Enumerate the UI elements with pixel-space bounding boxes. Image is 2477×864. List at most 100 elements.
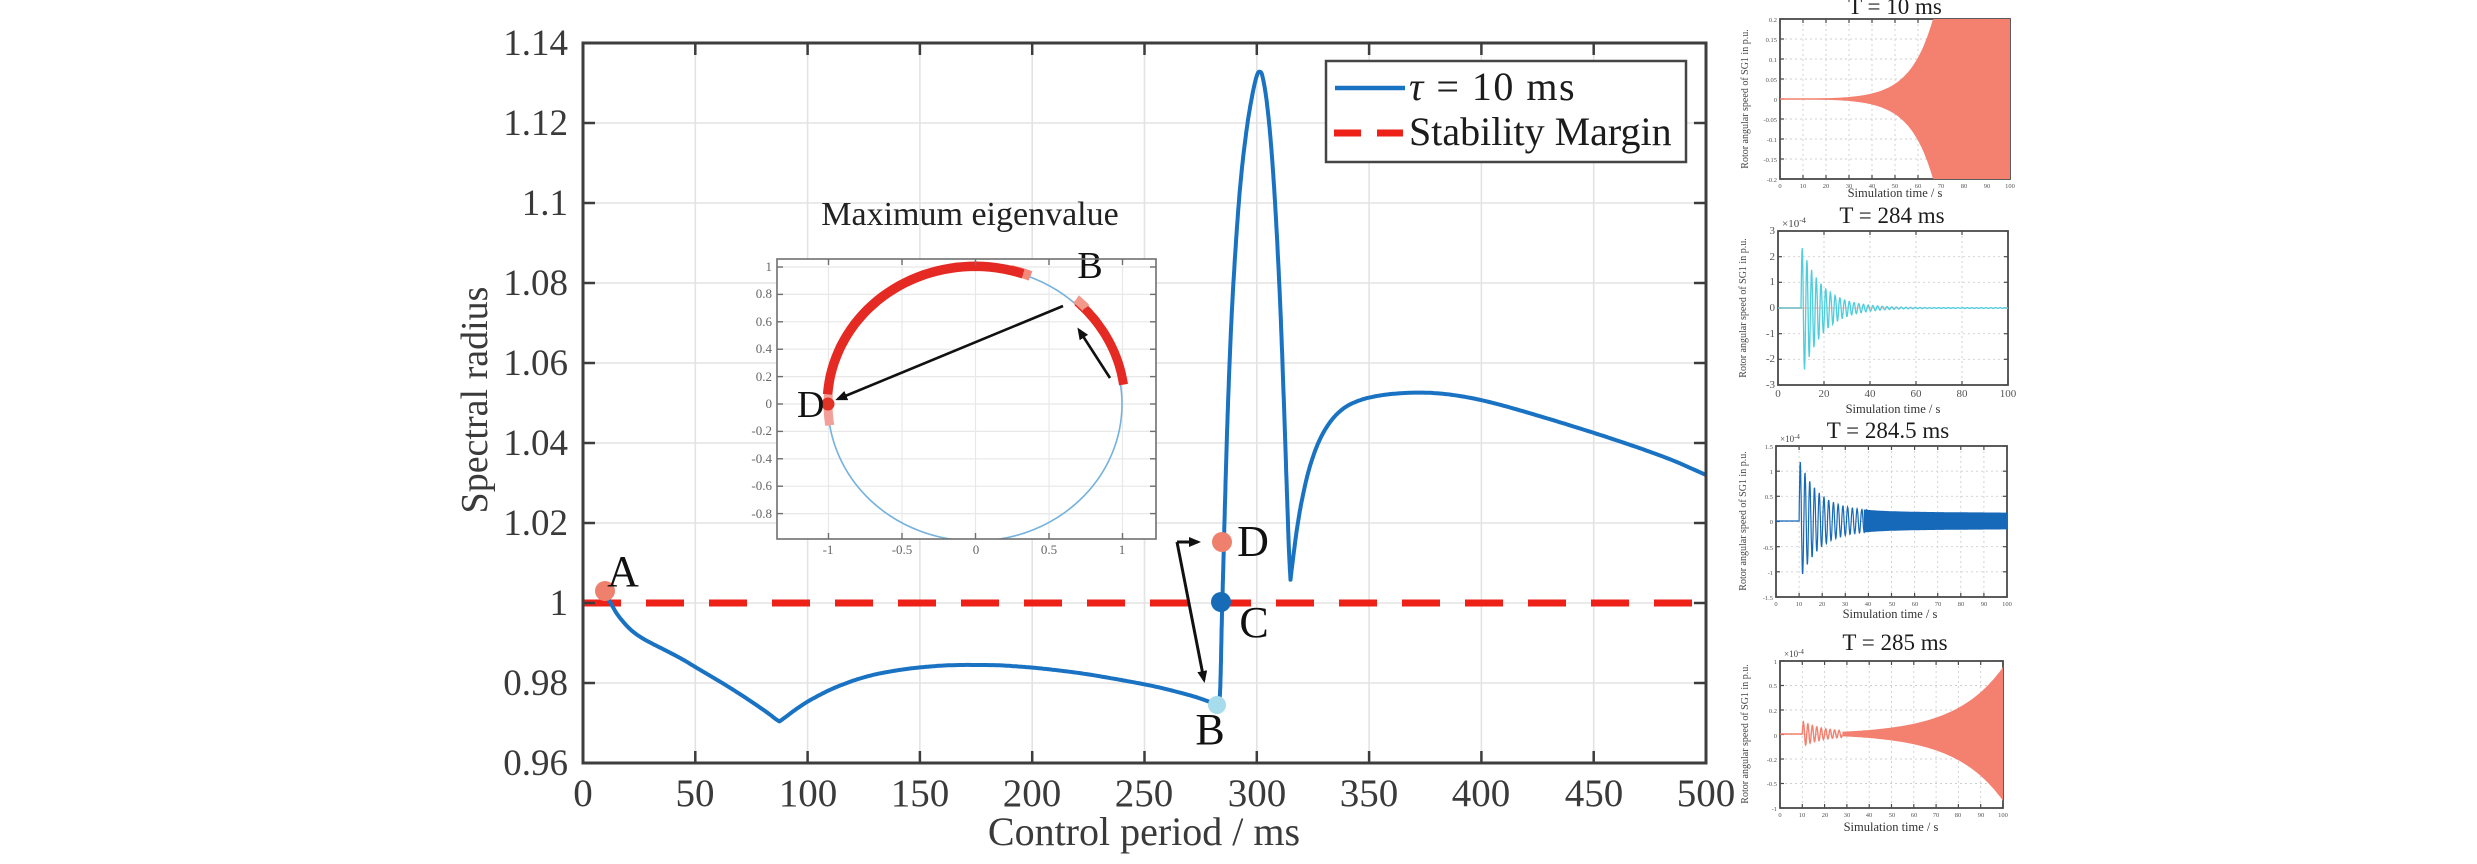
svg-text:0: 0: [1778, 183, 1781, 190]
svg-text:80: 80: [1961, 183, 1968, 190]
svg-text:400: 400: [1452, 772, 1511, 815]
svg-text:B: B: [1195, 705, 1224, 754]
svg-text:Simulation time / s: Simulation time / s: [1848, 186, 1943, 200]
svg-text:70: 70: [1938, 183, 1945, 190]
svg-text:80: 80: [1957, 388, 1969, 400]
svg-text:80: 80: [1958, 601, 1965, 608]
svg-text:Stability Margin: Stability Margin: [1409, 109, 1672, 154]
svg-text:60: 60: [1912, 601, 1919, 608]
svg-text:500: 500: [1677, 772, 1736, 815]
svg-text:-2: -2: [1766, 353, 1775, 365]
svg-text:1.1: 1.1: [522, 183, 568, 224]
svg-text:50: 50: [676, 772, 715, 815]
svg-text:1.12: 1.12: [503, 103, 568, 144]
svg-text:1: 1: [1770, 276, 1776, 288]
svg-text:40: 40: [1869, 183, 1876, 190]
svg-text:T = 285 ms: T = 285 ms: [1842, 630, 1947, 655]
svg-text:1: 1: [550, 583, 569, 624]
svg-text:×10-4: ×10-4: [1780, 433, 1800, 444]
svg-text:1: 1: [1119, 542, 1126, 557]
svg-text:2: 2: [1770, 251, 1776, 263]
svg-text:-0.5: -0.5: [1767, 781, 1777, 788]
svg-text:60: 60: [1911, 388, 1923, 400]
svg-text:-1: -1: [1768, 570, 1773, 577]
svg-text:1: 1: [1774, 659, 1777, 666]
svg-text:Rotor angular speed of SG1 in: Rotor angular speed of SG1 in p.u.: [1738, 238, 1749, 377]
svg-text:-0.5: -0.5: [892, 542, 913, 557]
svg-text:350: 350: [1340, 772, 1399, 815]
svg-text:D: D: [1237, 517, 1269, 566]
svg-text:20: 20: [1819, 388, 1831, 400]
svg-text:200: 200: [1003, 772, 1062, 815]
svg-text:0.5: 0.5: [1769, 683, 1777, 690]
svg-text:C: C: [1239, 598, 1268, 647]
svg-text:-1: -1: [1766, 328, 1775, 340]
svg-text:0.05: 0.05: [1766, 77, 1777, 84]
svg-text:1: 1: [766, 259, 773, 274]
svg-text:300: 300: [1228, 772, 1287, 815]
svg-text:30: 30: [1842, 601, 1849, 608]
svg-text:0.5: 0.5: [1765, 494, 1773, 501]
svg-text:0.4: 0.4: [756, 341, 773, 356]
svg-text:-0.2: -0.2: [751, 423, 772, 438]
svg-text:20: 20: [1822, 812, 1829, 819]
svg-text:0.5: 0.5: [1041, 542, 1057, 557]
svg-text:0: 0: [1775, 388, 1781, 400]
svg-text:10: 10: [1800, 183, 1807, 190]
svg-text:50: 50: [1892, 183, 1899, 190]
svg-text:τ = 10 ms: τ = 10 ms: [1409, 64, 1576, 109]
svg-text:B: B: [1077, 245, 1102, 287]
svg-text:90: 90: [1981, 601, 1988, 608]
svg-text:60: 60: [1915, 183, 1922, 190]
svg-text:Maximum eigenvalue: Maximum eigenvalue: [821, 196, 1118, 233]
svg-text:0.2: 0.2: [756, 369, 772, 384]
svg-text:0.98: 0.98: [503, 663, 568, 704]
svg-text:×10-4: ×10-4: [1784, 648, 1804, 659]
svg-text:0: 0: [1770, 519, 1773, 526]
svg-text:0: 0: [1774, 733, 1777, 740]
svg-text:90: 90: [1978, 812, 1985, 819]
svg-text:10: 10: [1796, 601, 1803, 608]
svg-text:0: 0: [766, 396, 773, 411]
svg-text:-0.6: -0.6: [751, 478, 772, 493]
svg-text:0.2: 0.2: [1769, 17, 1777, 24]
svg-text:-0.05: -0.05: [1763, 117, 1777, 124]
svg-text:1.14: 1.14: [503, 23, 568, 64]
svg-text:0.2: 0.2: [1769, 708, 1777, 715]
svg-text:-0.5: -0.5: [1763, 545, 1773, 552]
svg-text:100: 100: [2005, 183, 2015, 190]
svg-text:1.04: 1.04: [503, 423, 568, 464]
svg-text:10: 10: [1799, 812, 1806, 819]
svg-text:0: 0: [973, 542, 980, 557]
svg-text:40: 40: [1865, 388, 1877, 400]
svg-text:Rotor angular speed of SG1 in: Rotor angular speed of SG1 in p.u.: [1740, 29, 1751, 168]
svg-text:0: 0: [1774, 601, 1777, 608]
svg-text:-0.1: -0.1: [1767, 137, 1777, 144]
svg-text:450: 450: [1565, 772, 1624, 815]
svg-text:-0.8: -0.8: [751, 506, 772, 521]
svg-text:D: D: [797, 384, 824, 426]
svg-text:0: 0: [573, 772, 593, 815]
svg-text:0: 0: [1774, 97, 1777, 104]
svg-text:1.5: 1.5: [1765, 444, 1773, 451]
svg-text:70: 70: [1935, 601, 1942, 608]
svg-text:-3: -3: [1766, 379, 1776, 391]
svg-text:T = 284.5 ms: T = 284.5 ms: [1827, 418, 1949, 443]
svg-text:0.15: 0.15: [1766, 37, 1777, 44]
svg-text:-1.5: -1.5: [1763, 595, 1773, 602]
svg-text:A: A: [607, 547, 639, 596]
svg-text:20: 20: [1823, 183, 1830, 190]
svg-text:100: 100: [2000, 388, 2017, 400]
svg-text:30: 30: [1846, 183, 1853, 190]
svg-text:-1: -1: [1772, 806, 1777, 813]
svg-text:150: 150: [891, 772, 950, 815]
svg-text:1.08: 1.08: [503, 263, 568, 304]
svg-text:1: 1: [1770, 469, 1773, 476]
svg-text:1.02: 1.02: [503, 503, 568, 544]
svg-text:100: 100: [2002, 601, 2012, 608]
svg-text:50: 50: [1889, 601, 1896, 608]
svg-text:1.06: 1.06: [503, 343, 568, 384]
svg-text:40: 40: [1865, 601, 1872, 608]
svg-text:40: 40: [1866, 812, 1873, 819]
svg-text:100: 100: [779, 772, 838, 815]
